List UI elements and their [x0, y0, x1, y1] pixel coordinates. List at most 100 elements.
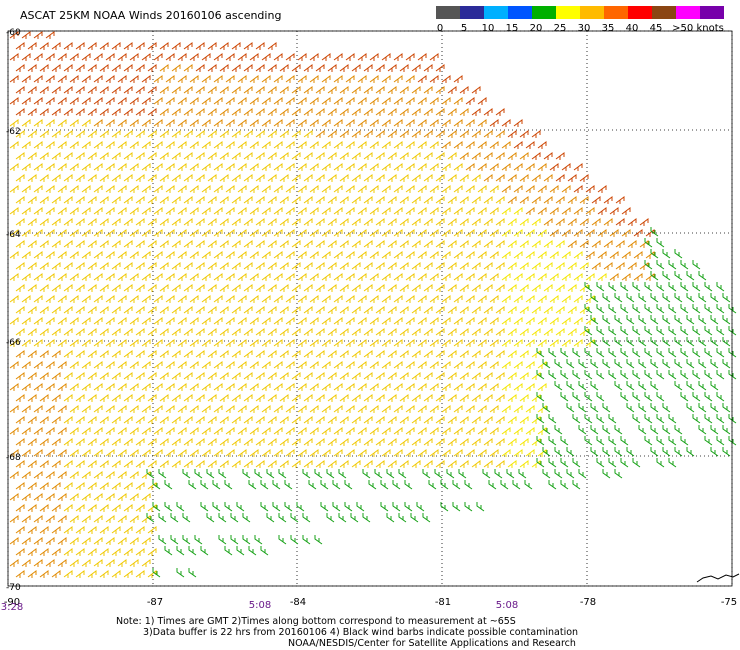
wind-barb	[39, 240, 49, 248]
wind-barb	[477, 273, 487, 281]
wind-barb	[201, 427, 211, 435]
wind-barb	[69, 537, 79, 545]
wind-barb	[537, 185, 547, 193]
wind-barb	[39, 372, 49, 380]
wind-barb	[285, 163, 295, 171]
wind-barb	[327, 130, 337, 138]
wind-barb	[435, 372, 445, 380]
wind-barb	[75, 438, 85, 446]
wind-barb	[621, 273, 631, 281]
wind-barb	[225, 405, 235, 413]
wind-barb	[261, 339, 271, 347]
wind-barb	[590, 381, 599, 391]
wind-barb	[183, 218, 193, 226]
latitude-label: -70	[6, 583, 21, 593]
wind-barb	[153, 53, 163, 61]
wind-barb	[381, 53, 391, 61]
wind-barb	[99, 262, 109, 270]
legend-label: 40	[625, 23, 639, 34]
wind-barb	[171, 108, 181, 116]
wind-barb	[81, 515, 91, 523]
wind-barb	[405, 141, 415, 149]
wind-barb	[495, 394, 505, 402]
wind-barb	[339, 394, 349, 402]
wind-barb	[315, 350, 325, 358]
wind-barb	[279, 108, 289, 116]
wind-barb	[159, 328, 169, 336]
wind-barb	[33, 427, 43, 435]
wind-barb	[39, 350, 49, 358]
wind-barb	[309, 427, 319, 435]
wind-barb	[255, 262, 265, 270]
wind-barb	[51, 372, 61, 380]
wind-barb	[351, 174, 361, 182]
wind-barb	[57, 471, 67, 479]
wind-barb	[249, 185, 259, 193]
wind-barb	[363, 130, 373, 138]
wind-barb	[603, 218, 613, 226]
wind-barb	[501, 207, 511, 215]
wind-barb	[590, 359, 599, 369]
wind-barb	[477, 119, 487, 127]
wind-barb	[429, 97, 439, 105]
wind-barb	[45, 537, 55, 545]
wind-barb	[147, 42, 157, 50]
wind-barb	[63, 416, 73, 424]
wind-barb	[27, 328, 37, 336]
wind-barb	[584, 414, 593, 424]
wind-barb	[441, 317, 451, 325]
wind-barb	[9, 405, 19, 413]
wind-barb	[182, 535, 191, 545]
wind-barb	[363, 108, 373, 116]
wind-barb	[363, 306, 373, 314]
wind-barb	[255, 152, 265, 160]
wind-barb	[267, 130, 277, 138]
wind-barb	[225, 361, 235, 369]
wind-barb	[315, 196, 325, 204]
wind-barb	[399, 152, 409, 160]
wind-barb	[111, 570, 121, 578]
wind-barb	[398, 513, 407, 523]
wind-barb	[189, 427, 199, 435]
wind-barb	[303, 350, 313, 358]
wind-barb	[243, 108, 253, 116]
wind-barb	[117, 185, 127, 193]
wind-barb	[608, 414, 617, 424]
wind-barb	[272, 502, 281, 512]
wind-barb	[351, 86, 361, 94]
wind-barb	[279, 306, 289, 314]
wind-barb	[560, 436, 569, 446]
wind-barb	[333, 163, 343, 171]
wind-barb	[369, 449, 379, 457]
wind-barb	[639, 218, 649, 226]
wind-barb	[129, 537, 139, 545]
wind-barb	[716, 326, 725, 336]
wind-barb	[129, 339, 139, 347]
wind-barb	[267, 372, 277, 380]
wind-barb	[39, 328, 49, 336]
wind-barb	[453, 449, 463, 457]
wind-barb	[458, 469, 467, 479]
wind-barb	[459, 196, 469, 204]
wind-barb	[123, 218, 133, 226]
wind-barb	[213, 449, 223, 457]
wind-barb	[51, 306, 61, 314]
wind-barb	[656, 348, 665, 358]
wind-barb	[51, 174, 61, 182]
wind-barb	[435, 130, 445, 138]
wind-barb	[489, 317, 499, 325]
wind-barb	[662, 271, 671, 281]
wind-barb	[243, 64, 253, 72]
wind-barb	[656, 392, 665, 402]
wind-barb	[728, 348, 737, 358]
wind-barb	[603, 196, 613, 204]
wind-barb	[123, 504, 133, 512]
wind-barb	[87, 548, 97, 556]
wind-barb	[81, 361, 91, 369]
wind-barb	[237, 53, 247, 61]
wind-barb	[537, 229, 547, 237]
wind-barb	[321, 53, 331, 61]
wind-barb	[465, 273, 475, 281]
wind-barb	[219, 306, 229, 314]
wind-barb	[129, 559, 139, 567]
